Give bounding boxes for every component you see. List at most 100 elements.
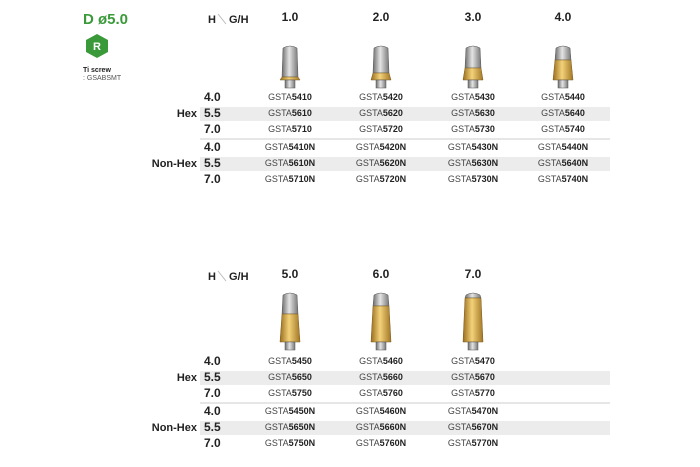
abutment-collar (370, 72, 392, 81)
product-code: GSTA5730 (451, 124, 495, 134)
product-code: GSTA5670N (448, 422, 498, 432)
code-prefix: GSTA (265, 422, 289, 432)
code-prefix: GSTA (359, 92, 383, 102)
code-number: 5410N (289, 142, 316, 152)
abutment-image (370, 45, 392, 89)
row-h: 5.5 (204, 370, 221, 384)
product-code: GSTA5720N (356, 174, 406, 184)
product-code: GSTA5740 (541, 124, 585, 134)
product-code: GSTA5620 (359, 108, 403, 118)
row-h: 4.0 (204, 404, 221, 418)
row-shade (200, 107, 610, 121)
abutment-base (284, 341, 296, 351)
product-code: GSTA5610 (268, 108, 312, 118)
code-number: 5430 (475, 92, 495, 102)
abutment-image (552, 45, 574, 89)
abutment-base (284, 79, 296, 89)
code-prefix: GSTA (359, 388, 383, 398)
code-number: 5760N (380, 438, 407, 448)
product-code: GSTA5610N (265, 158, 315, 168)
code-prefix: GSTA (541, 108, 565, 118)
product-code: GSTA5620N (356, 158, 406, 168)
product-code: GSTA5630N (448, 158, 498, 168)
code-prefix: GSTA (359, 124, 383, 134)
product-code: GSTA5440 (541, 92, 585, 102)
code-number: 5420N (380, 142, 407, 152)
code-prefix: GSTA (448, 438, 472, 448)
code-prefix: GSTA (448, 142, 472, 152)
product-code: GSTA5450N (265, 406, 315, 416)
code-prefix: GSTA (538, 158, 562, 168)
abutment-image (279, 292, 301, 351)
code-number: 5610N (289, 158, 316, 168)
group-name: Non-Hex (152, 158, 198, 170)
code-number: 5660 (383, 372, 403, 382)
product-code: GSTA5720 (359, 124, 403, 134)
product-code: GSTA5410N (265, 142, 315, 152)
code-number: 5610 (292, 108, 312, 118)
code-prefix: GSTA (268, 92, 292, 102)
title: D ø5.0 (83, 11, 128, 28)
code-number: 5470N (472, 406, 499, 416)
product-code: GSTA5760 (359, 388, 403, 398)
code-prefix: GSTA (448, 422, 472, 432)
product-code: GSTA5670 (451, 372, 495, 382)
code-prefix: GSTA (538, 142, 562, 152)
abutment-image (370, 292, 392, 351)
badge: R (93, 41, 101, 53)
code-number: 5620 (383, 108, 403, 118)
code-number: 5770N (472, 438, 499, 448)
code-prefix: GSTA (268, 372, 292, 382)
row-h: 5.5 (204, 106, 221, 120)
code-number: 5720 (383, 124, 403, 134)
row-shade (200, 157, 610, 171)
product-code: GSTA5470 (451, 356, 495, 366)
code-number: 5640N (562, 158, 589, 168)
code-prefix: GSTA (356, 158, 380, 168)
code-number: 5630 (475, 108, 495, 118)
code-prefix: GSTA (265, 174, 289, 184)
column-header: 3.0 (465, 10, 482, 24)
code-prefix: GSTA (541, 124, 565, 134)
gh-label: G/H (229, 271, 249, 283)
code-prefix: GSTA (359, 356, 383, 366)
product-code: GSTA5640N (538, 158, 588, 168)
h-label: H (208, 14, 216, 26)
code-number: 5440 (565, 92, 585, 102)
code-number: 5760 (383, 388, 403, 398)
screw-code: : GSABSMT (83, 75, 122, 82)
screw-label: Ti screw (83, 67, 111, 74)
column-header: 1.0 (282, 10, 299, 24)
code-prefix: GSTA (268, 124, 292, 134)
code-prefix: GSTA (265, 158, 289, 168)
code-number: 5740N (562, 174, 589, 184)
code-prefix: GSTA (268, 388, 292, 398)
code-prefix: GSTA (538, 174, 562, 184)
row-h: 4.0 (204, 140, 221, 154)
group-name: Non-Hex (152, 422, 198, 434)
product-code: GSTA5440N (538, 142, 588, 152)
product-code: GSTA5650N (265, 422, 315, 432)
product-code: GSTA5760N (356, 438, 406, 448)
abutment-collar (462, 297, 484, 343)
row-shade (200, 421, 610, 435)
code-number: 5750 (292, 388, 312, 398)
abutment-collar (370, 305, 392, 343)
product-code: GSTA5660N (356, 422, 406, 432)
abutment-post (372, 45, 390, 74)
code-number: 5710 (292, 124, 312, 134)
code-prefix: GSTA (451, 372, 475, 382)
row-shade (200, 371, 610, 385)
code-number: 5710N (289, 174, 316, 184)
column-header: 4.0 (555, 10, 572, 24)
code-number: 5410 (292, 92, 312, 102)
group-name: Hex (177, 372, 198, 384)
code-prefix: GSTA (541, 92, 565, 102)
code-prefix: GSTA (451, 388, 475, 398)
code-number: 5670 (475, 372, 495, 382)
product-code: GSTA5650 (268, 372, 312, 382)
abutment-collar (279, 76, 301, 81)
code-number: 5450 (292, 356, 312, 366)
code-prefix: GSTA (356, 174, 380, 184)
row-h: 4.0 (204, 354, 221, 368)
